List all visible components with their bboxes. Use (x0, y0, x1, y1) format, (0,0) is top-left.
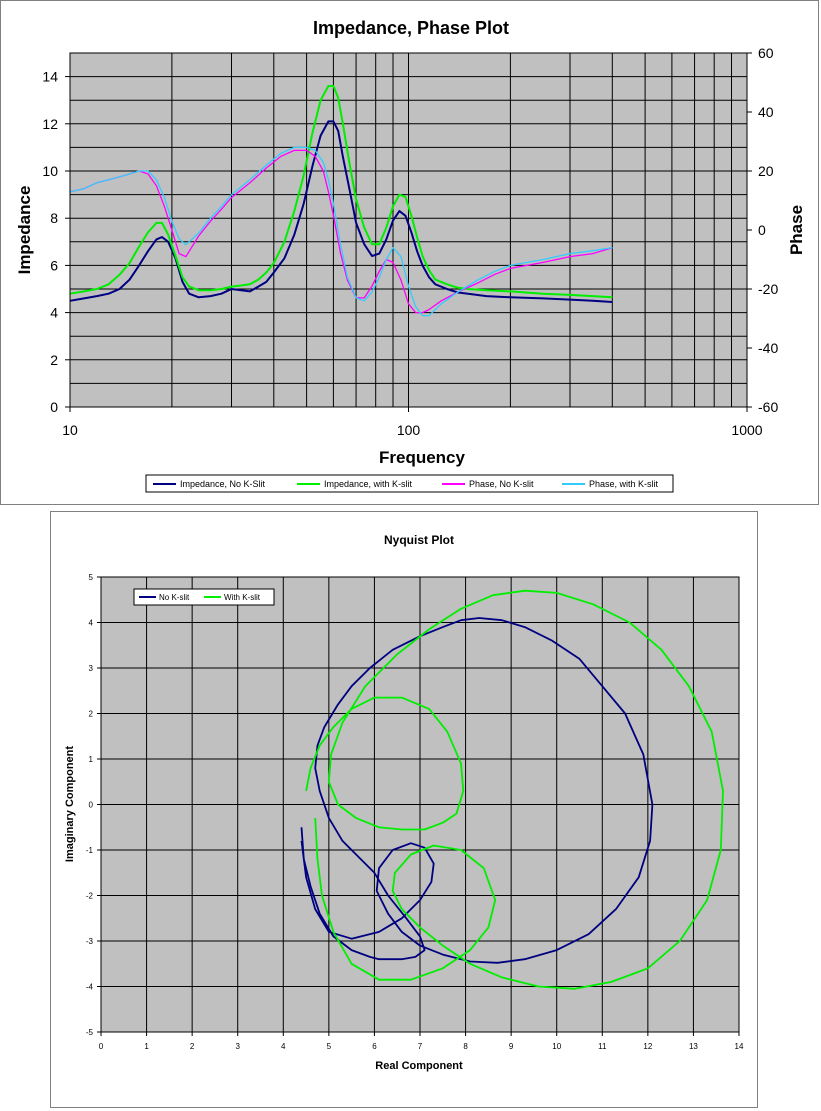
y2-tick-label: 20 (758, 163, 774, 179)
y-tick-label: -4 (86, 983, 94, 992)
y-tick-label: 1 (89, 755, 94, 764)
legend-entry: Phase, with K-slit (589, 479, 659, 489)
x-axis-label: Real Component (375, 1060, 463, 1072)
y2-axis-label: Phase (787, 205, 806, 255)
x-tick-label: 10 (62, 422, 78, 438)
y-tick-label: 4 (50, 305, 58, 321)
y-tick-label: -2 (86, 892, 94, 901)
y-tick-label: -3 (86, 937, 94, 946)
legend-entry: Impedance, with K-slit (324, 479, 413, 489)
y2-tick-label: 60 (758, 45, 774, 61)
nyquist-chart: Nyquist Plot 0 1 2 3 4 5 6 7 8 9 10 11 12 13 14-5-4-3-… (64, 533, 744, 1072)
series-line-2 (69, 85, 613, 299)
y2-tick-label: -40 (758, 340, 778, 356)
y-axis-label: Imaginary Component (64, 746, 76, 862)
x-tick-label: 8 (463, 1042, 468, 1051)
grid-lines (101, 577, 739, 1032)
y-tick-label: -5 (86, 1028, 94, 1037)
series-line-3 (69, 149, 613, 314)
x-axis-label: Frequency (379, 448, 466, 467)
series-line-1 (300, 617, 654, 964)
y-tick-label: 0 (89, 801, 94, 810)
series-line-1 (69, 120, 613, 303)
y-tick-label: 6 (50, 257, 58, 273)
y-tick-label: 3 (89, 664, 94, 673)
y-tick-label: 5 (89, 573, 94, 582)
x-tick-label: 12 (643, 1042, 652, 1051)
x-tick-label: 3 (235, 1042, 240, 1051)
series-lines (300, 589, 724, 990)
y2-tick-label: -20 (758, 281, 778, 297)
tick-labels: 10 100 1000 0 2 4 6 8 10 12 14 -60 -40 -20 0 20 40 60 (42, 45, 778, 438)
impedance-phase-chart: Impedance, Phase Plot 10 100 1000 0 2 4 6 8 10 12… (15, 18, 806, 493)
y-tick-label: -1 (86, 846, 94, 855)
chart-title: Impedance, Phase Plot (313, 18, 509, 38)
y2-tick-label: 0 (758, 222, 766, 238)
y2-tick-label: -60 (758, 399, 778, 415)
legend-entry: With K-slit (224, 593, 261, 602)
x-tick-label: 100 (397, 422, 421, 438)
y-tick-label: 12 (42, 116, 58, 132)
x-tick-label: 2 (190, 1042, 195, 1051)
x-tick-label: 5 (327, 1042, 332, 1051)
legend-entry: No K-slit (159, 593, 190, 602)
x-tick-label: 10 (552, 1042, 561, 1051)
y-tick-label: 4 (89, 619, 94, 628)
x-tick-label: 7 (418, 1042, 423, 1051)
y-tick-label: 8 (50, 210, 58, 226)
x-tick-label: 1 (144, 1042, 149, 1051)
legend-entry: Phase, No K-slit (469, 479, 534, 489)
y-tick-label: 14 (42, 69, 58, 85)
legend: Impedance, No K-Slit Impedance, with K-sl… (145, 474, 674, 493)
impedance-phase-panel: Impedance, Phase Plot 10 100 1000 0 2 4 6 8 10 12… (0, 0, 819, 505)
legend-box (145, 474, 674, 493)
x-tick-label: 13 (689, 1042, 698, 1051)
series-lines (69, 85, 613, 317)
x-tick-label: 4 (281, 1042, 286, 1051)
series-line-4 (69, 146, 613, 317)
y-tick-label: 10 (42, 163, 58, 179)
x-tick-label: 11 (598, 1042, 607, 1051)
x-tick-label: 1000 (731, 422, 762, 438)
legend-entry: Impedance, No K-Slit (180, 479, 266, 489)
legend: No K-slit With K-slit (133, 588, 275, 606)
chart-title: Nyquist Plot (384, 533, 454, 547)
y-tick-label: 0 (50, 399, 58, 415)
grid-lines (70, 53, 747, 407)
x-tick-label: 0 (99, 1042, 104, 1051)
x-tick-label: 9 (509, 1042, 514, 1051)
series-line-2 (305, 589, 724, 990)
x-tick-label: 14 (735, 1042, 744, 1051)
y2-tick-label: 40 (758, 104, 774, 120)
nyquist-panel: Nyquist Plot 0 1 2 3 4 5 6 7 8 9 10 11 12 13 14 -5 -4 -3-… (50, 511, 758, 1108)
x-tick-label: 6 (372, 1042, 377, 1051)
y-axis-label: Impedance (15, 186, 34, 275)
y-tick-label: 2 (89, 710, 94, 719)
y-tick-label: 2 (50, 352, 58, 368)
